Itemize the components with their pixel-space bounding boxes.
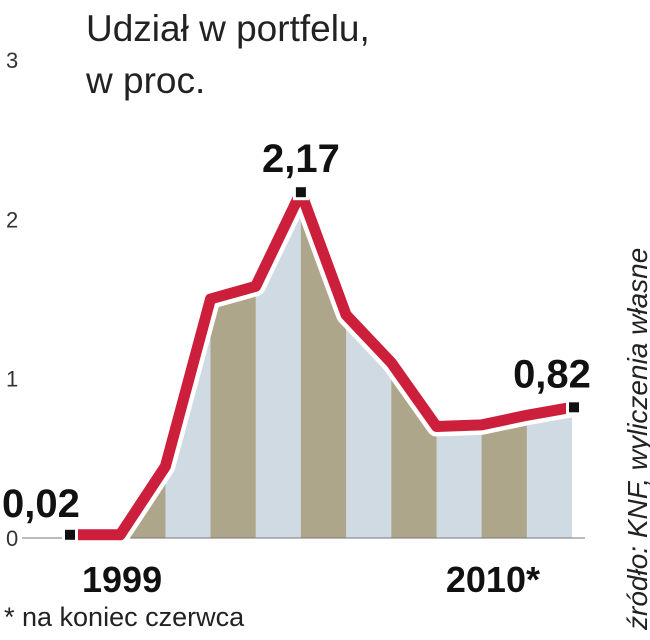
- data-label: 2,17: [262, 137, 340, 181]
- data-labels: 0,02 2,17 0,82: [2, 137, 591, 526]
- area-stripe: [346, 192, 392, 538]
- data-label: 0,82: [513, 352, 591, 396]
- series-line: [69, 186, 578, 541]
- y-tick-label: 3: [6, 48, 18, 73]
- x-tick-label: 2010*: [446, 559, 540, 600]
- area-stripes: [75, 192, 572, 538]
- chart-title: Udział w portfelu,: [86, 8, 370, 49]
- point-marker: [65, 529, 75, 540]
- y-tick-label: 0: [6, 526, 18, 551]
- area-stripe: [436, 192, 483, 538]
- point-marker: [295, 187, 306, 198]
- area-stripe: [391, 192, 437, 538]
- y-tick-label: 1: [6, 367, 18, 392]
- y-axis: 0 1 2 3: [6, 48, 18, 551]
- data-label: 0,02: [2, 482, 80, 526]
- y-tick-label: 2: [6, 207, 18, 232]
- area-stripe: [75, 192, 121, 538]
- chart-subtitle: w proc.: [86, 60, 206, 101]
- x-tick-label: 1999: [82, 559, 162, 600]
- area-stripe: [526, 192, 572, 538]
- footnote: * na koniec czerwca: [4, 602, 245, 632]
- source-note: źródło: KNF, wyliczenia własne: [622, 247, 650, 630]
- area-stripe: [481, 192, 528, 538]
- point-marker: [569, 402, 579, 413]
- x-axis-labels: 1999 2010*: [82, 559, 540, 600]
- area-stripe: [255, 192, 302, 538]
- point-markers: [62, 184, 582, 543]
